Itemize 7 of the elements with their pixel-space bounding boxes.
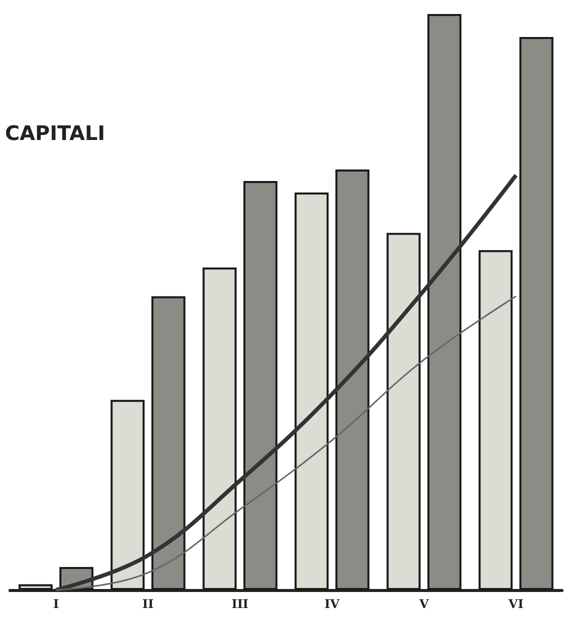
x-tick-label: VI xyxy=(508,597,524,611)
x-tick-label: I xyxy=(53,597,60,611)
x-tick-label: V xyxy=(418,597,430,611)
x-tick-label: IV xyxy=(324,597,340,611)
x-tick-label: III xyxy=(232,597,249,611)
text: CAPITALI xyxy=(5,121,106,145)
x-tick-label: II xyxy=(142,597,154,611)
